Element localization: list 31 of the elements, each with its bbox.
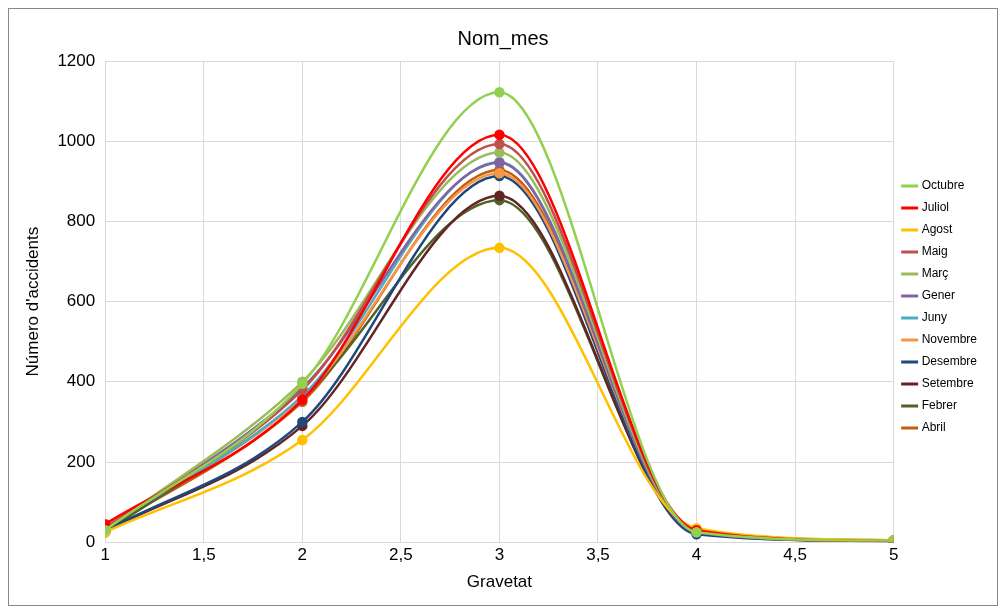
x-tick-label: 1 [100, 545, 110, 565]
y-tick-label: 0 [85, 531, 96, 551]
legend-label: Juny [921, 310, 948, 325]
legend-label: Juliol [921, 200, 950, 215]
x-tick-label: 4,5 [783, 545, 807, 565]
legend-label: Setembre [921, 376, 974, 391]
y-tick-label: 1000 [57, 130, 96, 150]
x-tick-label: 1,5 [191, 545, 216, 565]
x-tick-label: 2 [297, 545, 308, 565]
x-tick-label: 2,5 [389, 545, 413, 565]
legend-label: Març [921, 266, 949, 281]
legend-label: Gener [921, 288, 956, 303]
y-tick-label: 200 [66, 451, 96, 471]
legend-label: Maig [921, 244, 948, 259]
x-tick-label: 3,5 [586, 545, 610, 565]
legend-label: Abril [921, 420, 946, 435]
x-tick-label: 4 [691, 545, 702, 565]
y-tick-label: 600 [66, 291, 96, 311]
legend-label: Febrer [921, 398, 957, 413]
chart-title: Nom_mes [457, 26, 549, 50]
legend-label: Agost [921, 222, 953, 237]
x-axis-title: Gravetat [466, 572, 533, 592]
x-tick-label: 5 [888, 545, 899, 565]
y-tick-label: 1200 [57, 50, 96, 70]
y-axis-title: Número d'accidents [22, 226, 42, 377]
legend-label: Desembre [921, 354, 978, 369]
y-tick-label: 800 [66, 211, 96, 231]
y-tick-label: 400 [66, 371, 96, 391]
legend-label: Novembre [921, 332, 978, 347]
legend-label: Octubre [921, 178, 965, 193]
x-tick-label: 3 [494, 545, 505, 565]
